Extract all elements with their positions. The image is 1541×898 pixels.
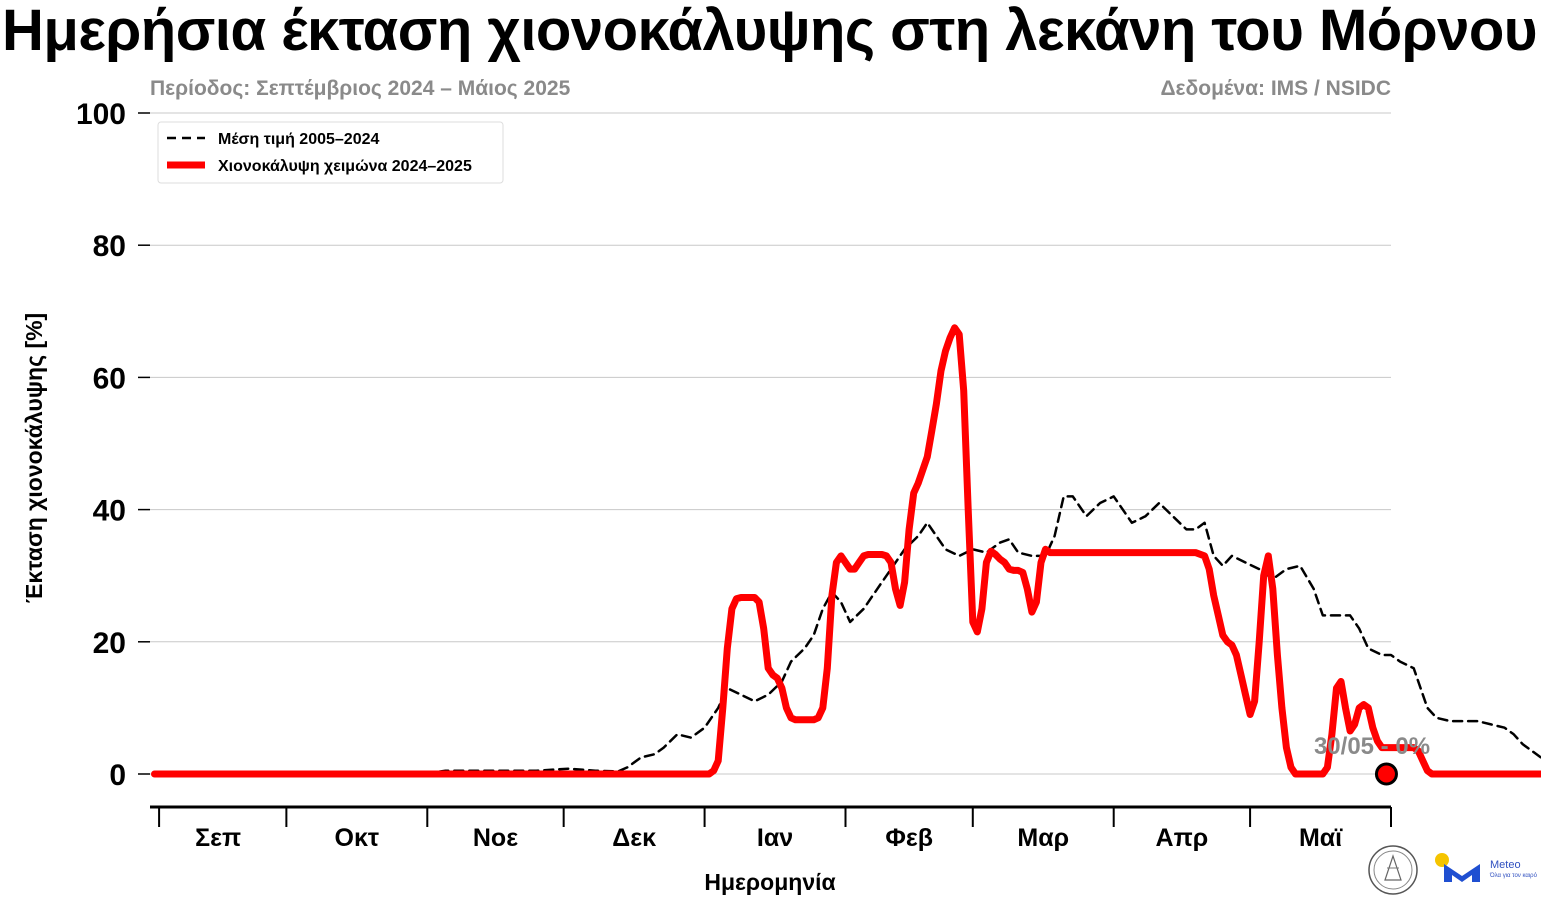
legend: Μέση τιμή 2005–2024 Χιονοκάλυψη χειμώνα …: [157, 121, 504, 184]
y-tick-label-0: 0: [109, 759, 126, 792]
sun-icon: [1435, 853, 1449, 867]
meteo-m-icon: [1444, 864, 1480, 882]
gridlines: [150, 112, 1391, 775]
x-axis-label: Ημερομηνία: [704, 869, 835, 895]
y-tick-label-40: 40: [93, 495, 126, 528]
chart-subtitle-period: Περίοδος: Σεπτέμβριος 2024 – Μάιος 2025: [150, 77, 571, 100]
meteo-logo-tagline: Όλα για τον καιρό: [1489, 872, 1538, 879]
x-tick-label-3: Δεκ: [612, 824, 656, 852]
x-tick-label-6: Μαρ: [1017, 824, 1069, 852]
legend-label-average: Μέση τιμή 2005–2024: [218, 131, 379, 148]
y-tick-label-60: 60: [93, 362, 126, 395]
chart-title: Ημερήσια έκταση χιονοκάλυψης στη λεκάνη …: [2, 0, 1537, 63]
x-tick-label-8: Μαϊ: [1299, 824, 1343, 852]
legend-box: [157, 121, 504, 184]
meteo-logo: Meteo Όλα για τον καιρό: [1435, 853, 1538, 882]
x-tick-label-7: Απρ: [1156, 824, 1209, 852]
x-tick-label-5: Φεβ: [885, 824, 933, 852]
x-tick-label-0: Σεπ: [195, 824, 241, 852]
y-axis: 0 20 40 60 80 100: [76, 98, 150, 792]
x-tick-label-1: Οκτ: [335, 824, 380, 852]
meteo-logo-name: Meteo: [1490, 859, 1521, 871]
end-annotation: 30/05 - 0%: [1314, 733, 1430, 760]
chart-subtitle-source: Δεδομένα: IMS / NSIDC: [1160, 77, 1391, 100]
x-tick-label-4: Ιαν: [757, 824, 793, 852]
x-axis: Σεπ Οκτ Νοε Δεκ Ιαν Φεβ Μαρ Απρ Μαϊ: [150, 805, 1392, 852]
institute-seal-icon: [1368, 845, 1418, 895]
y-tick-label-20: 20: [93, 627, 126, 660]
legend-label-current: Χιονοκάλυψη χειμώνα 2024–2025: [218, 158, 472, 175]
x-tick-label-2: Νοε: [473, 824, 518, 852]
series-line-current: [151, 324, 1541, 778]
y-tick-label-80: 80: [93, 230, 126, 263]
y-tick-label-100: 100: [76, 98, 126, 131]
end-point-marker: [1374, 762, 1398, 786]
y-axis-label: Έκταση χιονοκάλυψης [%]: [21, 313, 47, 603]
series-layer: [151, 324, 1541, 786]
